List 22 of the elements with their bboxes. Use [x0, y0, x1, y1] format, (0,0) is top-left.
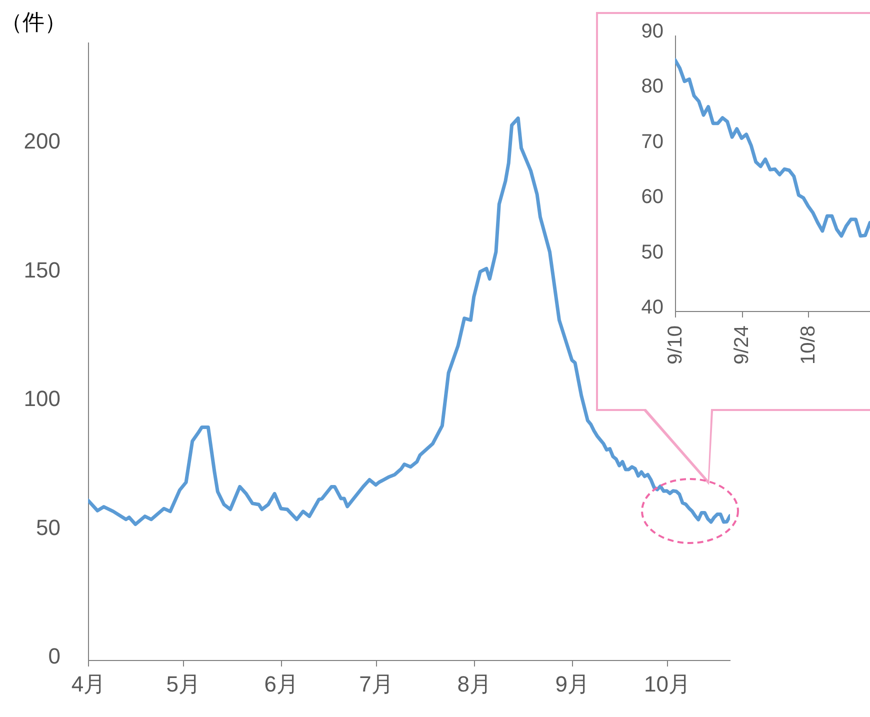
x-tick-label: 4月 — [71, 672, 106, 696]
y-tick-label: 60 — [641, 186, 664, 208]
x-tick-label: 10月 — [644, 672, 690, 696]
y-tick-label: 80 — [641, 76, 664, 98]
y-tick-label: 50 — [36, 514, 60, 540]
x-tick-label: 9/24 — [731, 326, 754, 364]
y-tick-label: 70 — [641, 130, 664, 153]
x-tick-label: 9月 — [555, 672, 590, 696]
y-tick-label: 150 — [24, 257, 60, 282]
x-tick-label: 6月 — [264, 672, 299, 696]
x-tick-label: 5月 — [166, 672, 200, 696]
x-tick-label: 9/10 — [664, 326, 686, 364]
y-tick-label: 100 — [24, 386, 60, 411]
y-tick-label: 90 — [641, 20, 664, 42]
y-axis-title: （件） — [0, 10, 66, 34]
x-tick-label: 10/8 — [798, 326, 820, 364]
y-tick-label: 200 — [24, 128, 60, 154]
y-tick-label: 50 — [641, 241, 664, 264]
x-tick-label: 7月 — [359, 672, 394, 696]
x-tick-label: 8月 — [457, 672, 492, 696]
y-tick-label: 0 — [48, 644, 60, 668]
y-tick-label: 40 — [641, 296, 664, 318]
